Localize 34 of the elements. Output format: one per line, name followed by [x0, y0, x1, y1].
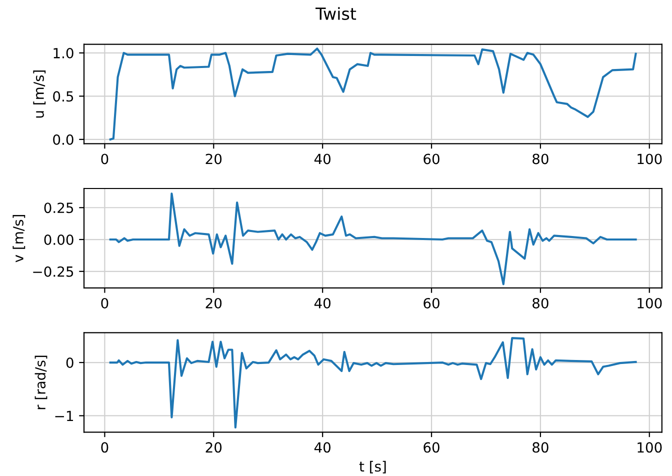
x-tick-label: 100: [638, 154, 662, 164]
line-series: [109, 48, 637, 140]
x-tick-label: 40: [314, 298, 330, 308]
x-tick-label: 100: [638, 298, 662, 308]
x-tick-label: 60: [424, 442, 440, 453]
x-tick-label: 60: [424, 154, 440, 164]
x-tick-label: 40: [314, 154, 330, 164]
x-tick-label: 20: [206, 154, 222, 164]
x-tick-label: 0: [101, 154, 108, 164]
y-tick-label: 0.00: [44, 234, 74, 245]
x-tick-label: 0: [101, 442, 108, 453]
line-series: [109, 337, 637, 428]
x-tick-label: 60: [424, 298, 440, 308]
x-tick-label: 80: [532, 442, 548, 453]
y-tick-label: 0: [66, 357, 74, 368]
x-axis-title: t [s]: [359, 460, 386, 474]
y-tick-label: −0.25: [33, 266, 74, 277]
x-tick-label: 100: [638, 442, 662, 453]
x-tick-label: 20: [206, 442, 222, 453]
y-tick-label: 0.0: [53, 134, 74, 145]
x-tick-label: 80: [532, 154, 548, 164]
y-tick-label: 0.5: [53, 91, 74, 102]
line-series: [109, 192, 637, 286]
x-tick-label: 20: [206, 298, 222, 308]
x-tick-label: 0: [101, 298, 108, 308]
y-tick-label: −1: [55, 410, 73, 421]
x-tick-label: 80: [532, 298, 548, 308]
x-tick-label: 40: [314, 442, 330, 453]
y-tick-label: 0.25: [44, 202, 74, 214]
y-axis-title: r [rad/s]: [34, 356, 48, 410]
y-axis-title: u [m/s]: [33, 70, 46, 118]
y-axis-title: v [m/s]: [12, 214, 26, 262]
y-tick-label: 1.0: [54, 48, 74, 58]
chart-title: Twist: [315, 7, 356, 20]
